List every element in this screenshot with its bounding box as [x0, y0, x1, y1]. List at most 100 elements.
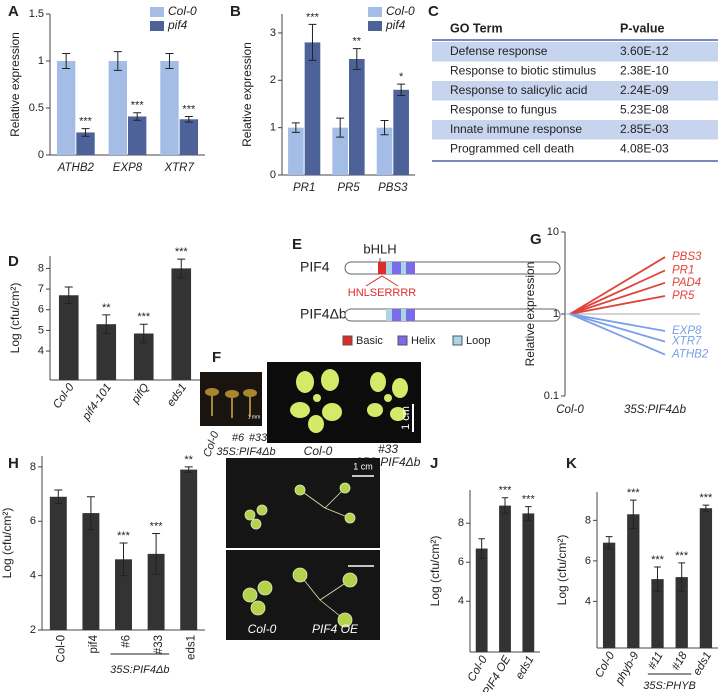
group-label: 35S:PIF4Δb: [110, 664, 169, 676]
significance: **: [102, 302, 111, 314]
series-line: [569, 295, 666, 315]
region-label: bHLH: [363, 241, 396, 256]
y-tick-label: 3: [270, 27, 276, 39]
legend-label: pif4: [385, 18, 406, 32]
y-tick-label: 2: [30, 624, 36, 636]
photo-group-label: 35S:PIF4Δb: [216, 446, 275, 458]
legend-swatch: [150, 21, 164, 31]
table-cell: 2.38E-10: [620, 63, 669, 77]
series-line: [569, 313, 666, 343]
bar: [82, 513, 100, 630]
loop-domain: [401, 262, 406, 274]
significance: ***: [627, 487, 641, 499]
x-tick-label: eds1: [165, 382, 189, 409]
legend-label: Basic: [356, 335, 383, 347]
error-bar: [184, 466, 193, 473]
x-tick-label: 35S:PIF4Δb: [624, 404, 687, 416]
y-tick-label: 1: [553, 308, 559, 320]
x-tick-label: Col-0: [556, 404, 584, 416]
significance: **: [184, 454, 193, 466]
y-tick-label: 0.1: [544, 390, 559, 402]
y-tick-label: 4: [30, 570, 36, 582]
error-bar: [177, 258, 186, 279]
error-bar: [62, 52, 71, 70]
bar: [56, 61, 76, 155]
x-tick-label: Col-0: [55, 635, 67, 662]
x-tick-label: EXP8: [113, 162, 143, 174]
x-tick-label: PBS3: [378, 182, 408, 194]
significance: ***: [79, 116, 93, 128]
legend-label: Col-0: [168, 4, 197, 18]
panel-letter: J: [430, 455, 438, 472]
x-tick-label: #6: [121, 635, 133, 648]
helix-domain: [406, 262, 415, 274]
scale-label: 1 cm: [353, 461, 373, 471]
y-tick-label: 1: [270, 122, 276, 134]
x-tick-label: Col-0: [51, 381, 77, 411]
series-label: PR1: [672, 264, 694, 276]
y-axis-label: Log (cfu/cm²): [8, 283, 22, 354]
seedlings: [205, 388, 257, 418]
bar: [179, 119, 199, 155]
group-label: 35S:PHYB: [643, 680, 696, 692]
bar: [171, 268, 192, 380]
plant-photo: [226, 458, 380, 548]
photo-label: Col-0: [304, 444, 333, 458]
error-bar: [308, 23, 317, 61]
error-bar: [64, 286, 73, 305]
error-bar: [119, 542, 128, 577]
helix-domain: [392, 262, 401, 274]
table-cell: 5.23E-08: [620, 102, 669, 116]
error-bar: [397, 83, 406, 96]
photo-label: #33: [378, 442, 398, 456]
x-tick-label: pif4: [88, 634, 100, 653]
x-tick-label: #11: [646, 650, 666, 672]
x-tick-label: eds1: [691, 650, 714, 678]
error-bar: [501, 497, 509, 514]
series-label: ATHB2: [671, 349, 709, 361]
x-tick-label: #18: [670, 649, 690, 672]
significance: ***: [131, 100, 145, 112]
y-tick-label: 4: [585, 595, 591, 607]
legend-swatch: [368, 21, 382, 31]
table-cell: Response to fungus: [450, 102, 557, 116]
error-bar: [702, 504, 710, 512]
series-label: PBS3: [672, 251, 702, 263]
error-bar: [139, 323, 148, 344]
bar: [304, 42, 321, 175]
y-tick-label: 8: [38, 262, 44, 274]
y-tick-label: 8: [585, 514, 591, 526]
y-axis-label: Log (cfu/cm²): [428, 536, 442, 607]
table-cell: Programmed cell death: [450, 141, 574, 155]
panel-letter: G: [530, 231, 542, 248]
legend-swatch: [342, 335, 353, 346]
loop-domain: [386, 262, 392, 274]
panel-letter: K: [566, 455, 577, 472]
error-bar: [605, 536, 613, 550]
x-tick-label: pifQ: [129, 382, 152, 407]
table-row-bg: [432, 81, 718, 101]
y-tick-label: 0: [38, 149, 44, 161]
legend-swatch: [150, 7, 164, 17]
bar: [58, 295, 79, 380]
x-tick-label: eds1: [186, 635, 198, 660]
photo-label: PIF4 OE: [312, 622, 359, 636]
domain-diagram: E bHLH PIF4 HNLSERRRR PIF4Δb Basic Helix…: [292, 236, 561, 347]
bar: [332, 127, 348, 175]
bar: [376, 127, 393, 175]
y-tick-label: 8: [458, 517, 464, 529]
x-tick-label: ATHB2: [57, 162, 95, 174]
error-bar: [54, 489, 63, 505]
significance: ***: [117, 530, 131, 542]
photo-label: Col-0: [248, 622, 277, 636]
x-tick-label: #33: [153, 635, 165, 654]
x-tick-label: XTR7: [163, 162, 194, 174]
rosettes: [290, 369, 408, 433]
bar: [147, 553, 165, 630]
photo-panel-f: F 1 mm Col-0 #6 #33 35S:PIF4Δb 1 cm Col-…: [200, 349, 421, 469]
error-bar: [478, 538, 485, 559]
error-bar: [81, 128, 90, 137]
helix-domain: [392, 309, 401, 321]
x-tick-label: PR1: [293, 182, 315, 194]
table-cell: 2.85E-03: [620, 122, 669, 136]
